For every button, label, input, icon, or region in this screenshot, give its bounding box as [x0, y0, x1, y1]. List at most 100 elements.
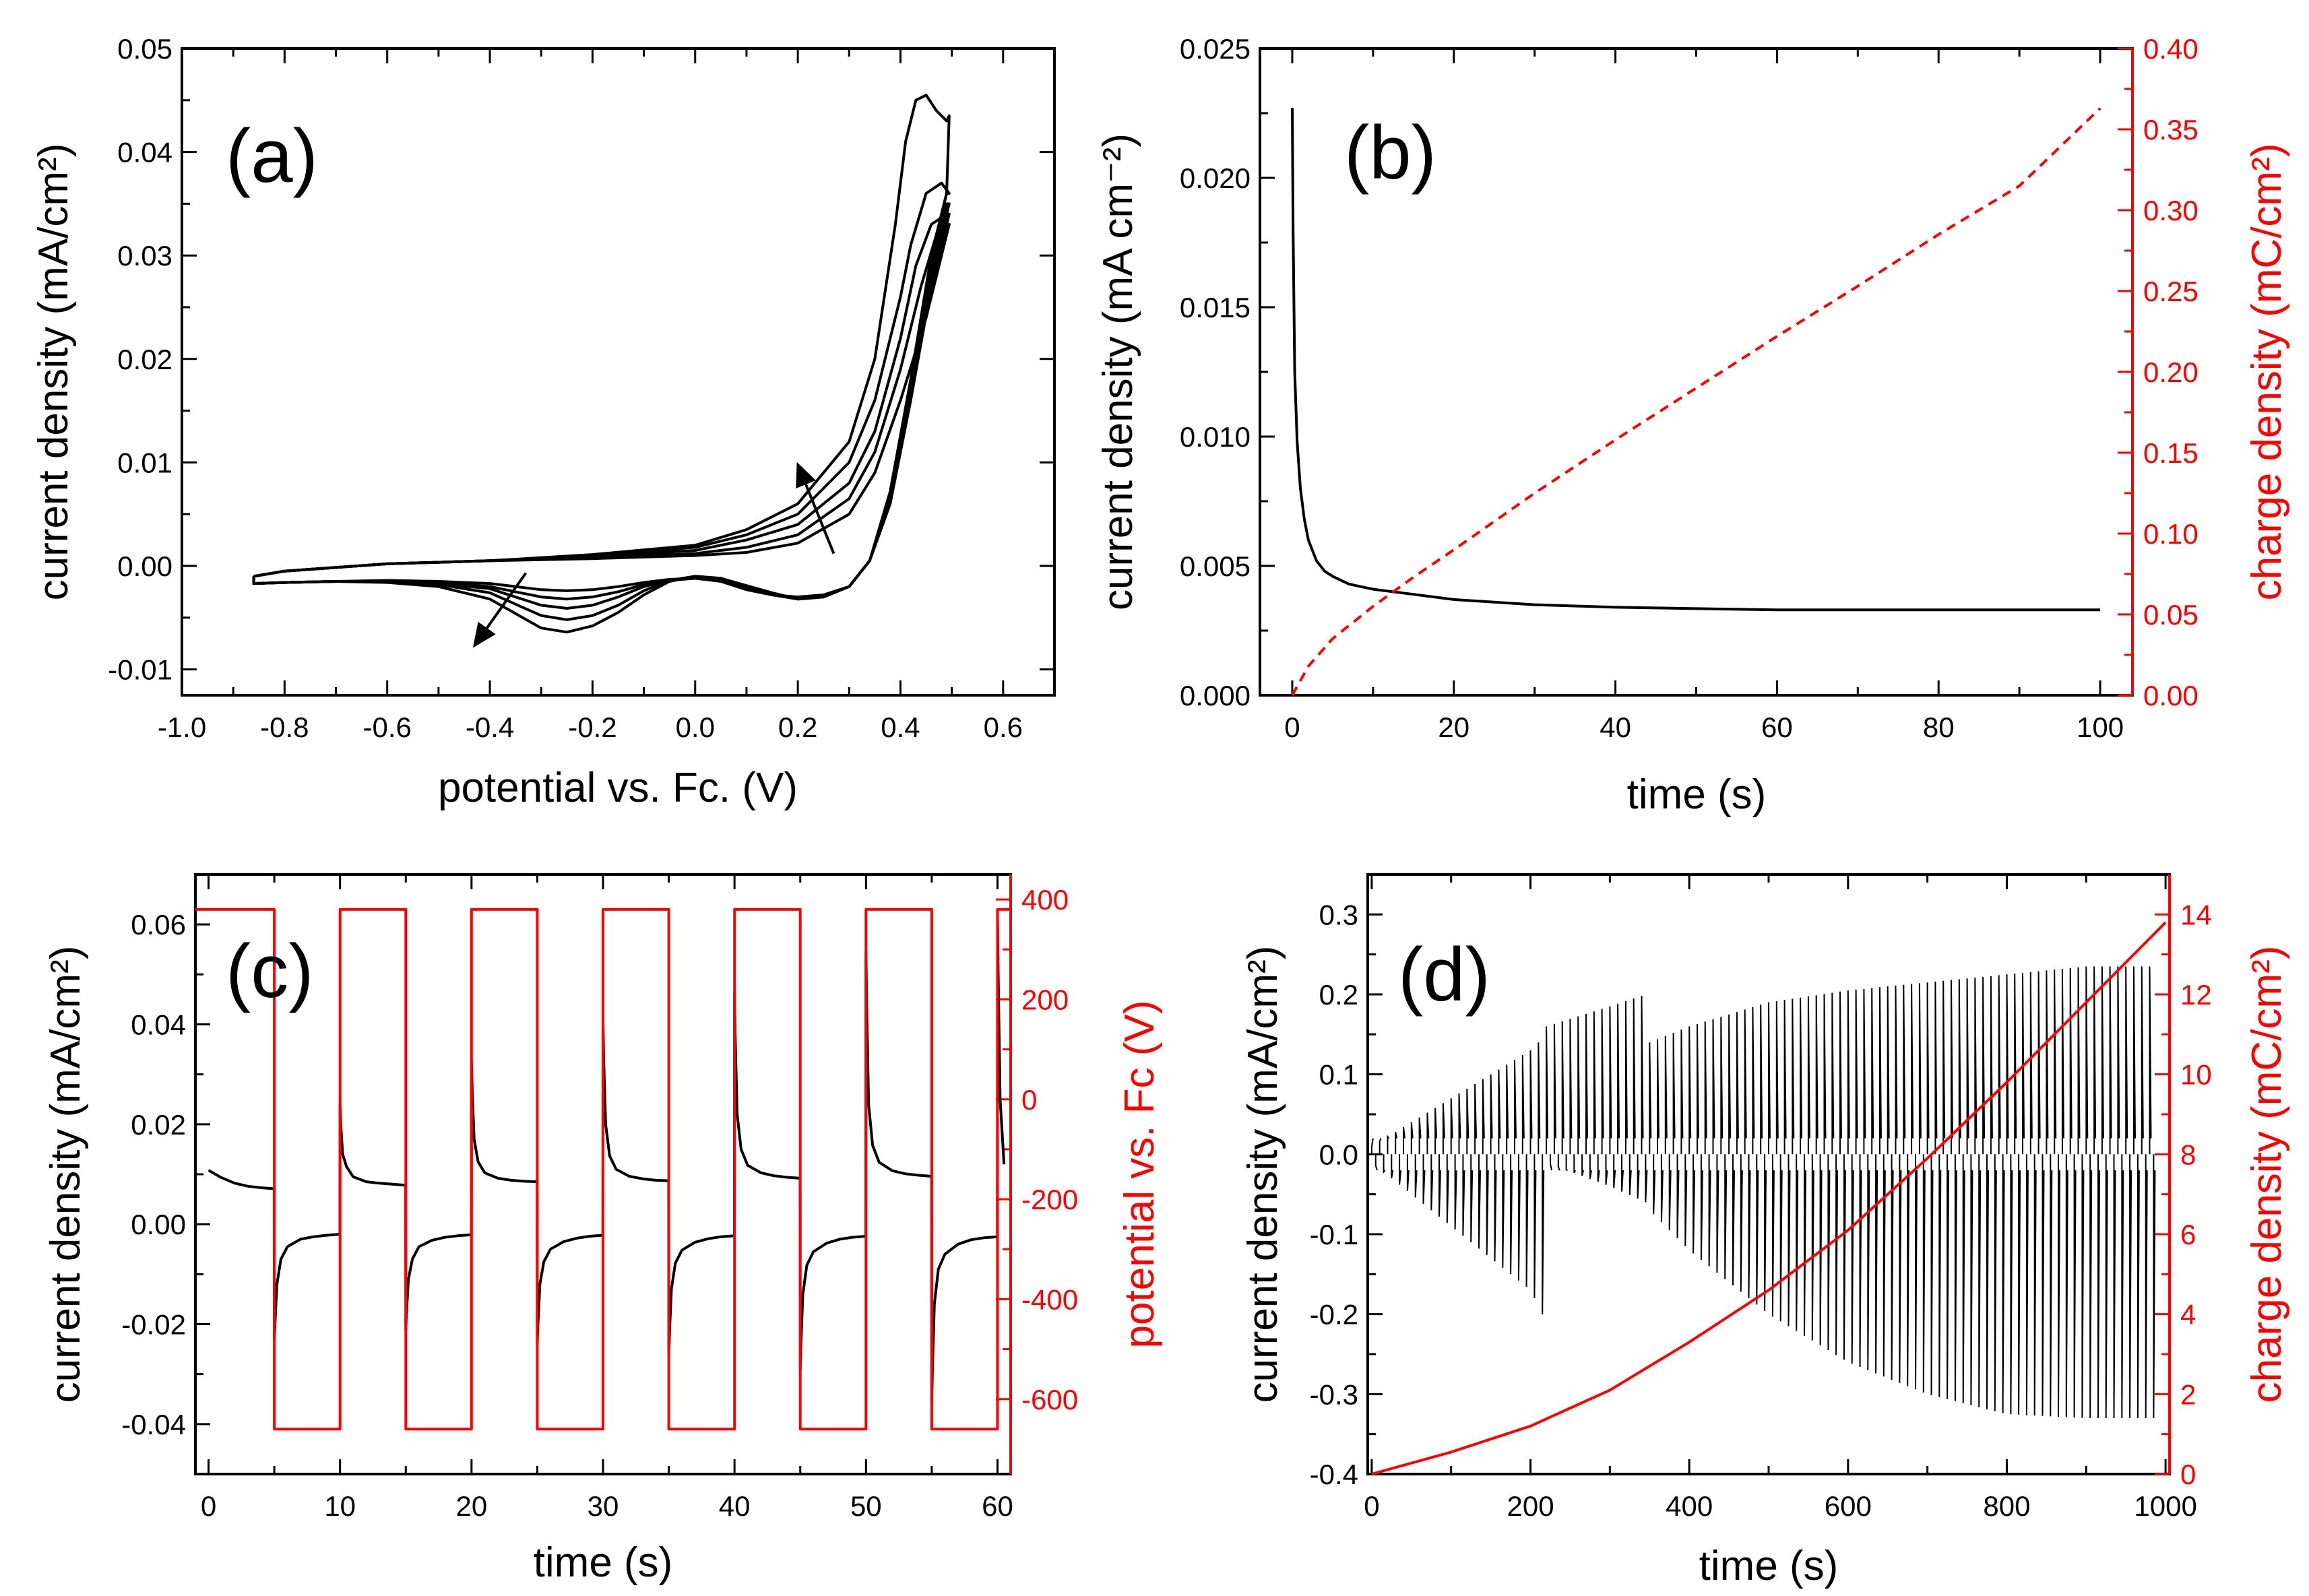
- series-cycle-3: [252, 202, 951, 610]
- y2-tick-label: 0.05: [2143, 599, 2199, 631]
- panel-label: (b): [1344, 110, 1436, 195]
- x-tick-label: 30: [588, 1490, 619, 1522]
- chart-panel-b: 0 20 40 60 80 100 0.000 0.005 0.010 0.015 0.020 0.0…: [1095, 33, 2290, 818]
- annotation-arrow: [472, 572, 528, 648]
- y-tick-label: 0.03: [117, 240, 172, 272]
- series-group: [195, 907, 1011, 1431]
- x-tick-label: 0: [201, 1490, 216, 1522]
- y-tick-label: -0.3: [1310, 1378, 1358, 1410]
- axis-ticks: -1.0 -0.8 -0.6 -0.4 -0.2 0.0 0.2 0.4 0.6 -0.01 0.0…: [108, 33, 1054, 743]
- series-group: [1291, 107, 2101, 696]
- y2-tick-label: 200: [1021, 984, 1069, 1015]
- x-tick-label: -0.6: [363, 711, 412, 743]
- y-tick-label: 0.02: [131, 1109, 186, 1141]
- y-tick-label: -0.2: [1310, 1299, 1358, 1331]
- series-cycle-1: [252, 223, 951, 599]
- x-tick-label: 40: [719, 1490, 751, 1522]
- y2-tick-label: 0: [2180, 1459, 2196, 1490]
- y-tick-label: 0.010: [1180, 421, 1251, 453]
- y-tick-label: 0.00: [117, 550, 172, 582]
- chart-panel-d: 0 200 400 600 800 1000 -0.4 -0.3 -0.2 -0.1 0.0 0.1 0…: [1240, 873, 2290, 1589]
- series-group: [252, 94, 951, 648]
- y2-tick-label: 0.15: [2143, 437, 2199, 469]
- y2-tick-label: 0.10: [2143, 518, 2199, 550]
- y2-tick-label: 6: [2180, 1219, 2196, 1250]
- x-tick-label: 0.2: [778, 711, 817, 743]
- y-tick-label: 0.015: [1180, 292, 1251, 323]
- y-tick-label: 0.1: [1319, 1059, 1358, 1091]
- y-axis-label: current density (mA/cm²): [30, 143, 77, 601]
- chart-panel-a: -1.0 -0.8 -0.6 -0.4 -0.2 0.0 0.2 0.4 0.6 -0.01 0.0…: [30, 33, 1056, 811]
- y-tick-label: -0.4: [1310, 1459, 1358, 1490]
- y2-tick-label: 4: [2180, 1299, 2196, 1331]
- series-charge-density: [1291, 107, 2101, 696]
- panel-label: (d): [1398, 932, 1490, 1017]
- y-tick-label: 0.005: [1180, 550, 1251, 582]
- x-tick-label: -0.2: [568, 711, 616, 743]
- series-group: [1370, 921, 2167, 1475]
- y-tick-label: 0.02: [117, 344, 172, 375]
- x-axis-label: time (s): [534, 1539, 673, 1586]
- y2-tick-label: 0.25: [2143, 276, 2199, 307]
- y2-tick-label: -200: [1021, 1184, 1078, 1215]
- series-charge-density: [1371, 921, 2167, 1475]
- y2-axis-label: charge density (mC/cm²): [2244, 946, 2290, 1403]
- series-potential: [195, 907, 1011, 1431]
- x-tick-label: 0: [1284, 711, 1300, 743]
- y2-tick-label: 10: [2180, 1059, 2212, 1091]
- y-tick-label: 0.025: [1180, 33, 1251, 65]
- panel-label: (a): [226, 114, 318, 198]
- axis-ticks: 0 10 20 30 40 50 60 -0.04 -0.02 0.00 0.02 0.04 0.06 -…: [121, 874, 1078, 1522]
- y2-tick-label: 2: [2180, 1378, 2196, 1410]
- x-axis-label: time (s): [1627, 771, 1767, 818]
- x-tick-label: 1000: [2134, 1490, 2196, 1522]
- y2-tick-label: -400: [1021, 1283, 1078, 1315]
- y2-tick-label: 0: [1021, 1084, 1037, 1116]
- y-axis-label: current density (mA/cm²): [42, 946, 89, 1403]
- series-current-density-pulse-envelope-: [1370, 966, 2156, 1418]
- y2-axis-label: charge density (mC/cm²): [2244, 143, 2290, 601]
- y-tick-label: -0.01: [108, 654, 172, 686]
- y2-tick-label: 12: [2180, 979, 2212, 1011]
- x-tick-label: 600: [1825, 1490, 1872, 1522]
- series-cycle-5: [252, 94, 951, 634]
- x-tick-label: -1.0: [158, 711, 206, 743]
- panel-label: (c): [226, 929, 314, 1013]
- y-tick-label: 0.05: [117, 33, 172, 65]
- series-current-density: [208, 913, 1006, 1403]
- y2-tick-label: 0.30: [2143, 195, 2199, 226]
- x-tick-label: -0.4: [466, 711, 514, 743]
- plot-frame: [181, 47, 1056, 697]
- x-tick-label: -0.8: [260, 711, 309, 743]
- y2-tick-label: 14: [2180, 899, 2212, 930]
- y-tick-label: 0.000: [1180, 680, 1251, 711]
- chart-panel-c: 0 10 20 30 40 50 60 -0.04 -0.02 0.00 0.02 0.04 0.06 -…: [42, 873, 1163, 1586]
- x-axis-label: potential vs. Fc. (V): [438, 765, 798, 811]
- x-tick-label: 20: [455, 1490, 487, 1522]
- y-tick-label: 0.00: [131, 1209, 186, 1240]
- x-tick-label: 400: [1666, 1490, 1713, 1522]
- x-tick-label: 20: [1438, 711, 1469, 743]
- y-tick-label: -0.02: [121, 1309, 186, 1341]
- axis-ticks: 0 200 400 600 800 1000 -0.4 -0.3 -0.2 -0.1 0.0 0.1 0…: [1310, 874, 2212, 1522]
- y-tick-label: 0.06: [131, 909, 186, 940]
- x-tick-label: 60: [982, 1490, 1013, 1522]
- x-tick-label: 0.6: [984, 711, 1023, 743]
- y2-tick-label: 0.00: [2143, 680, 2199, 711]
- y2-tick-label: -600: [1021, 1384, 1078, 1415]
- y-tick-label: 0.01: [117, 447, 172, 478]
- y-axis-label: current density (mA/cm²): [1240, 946, 1286, 1403]
- x-tick-label: 0.4: [881, 711, 920, 743]
- y-tick-label: 0.04: [117, 137, 172, 168]
- x-tick-label: 0.0: [676, 711, 715, 743]
- x-tick-label: 80: [1923, 711, 1955, 743]
- y-axis-label: current density (mA cm⁻²): [1095, 133, 1141, 610]
- y2-tick-label: 400: [1021, 884, 1069, 916]
- x-tick-label: 60: [1761, 711, 1793, 743]
- y-tick-label: 0.020: [1180, 162, 1251, 194]
- axis-ticks: 0 20 40 60 80 100 0.000 0.005 0.010 0.015 0.020 0.0…: [1180, 33, 2199, 743]
- y-tick-label: 0.2: [1319, 979, 1358, 1011]
- y-tick-label: -0.1: [1310, 1219, 1358, 1250]
- y2-tick-label: 0.20: [2143, 356, 2199, 388]
- x-tick-label: 200: [1507, 1490, 1554, 1522]
